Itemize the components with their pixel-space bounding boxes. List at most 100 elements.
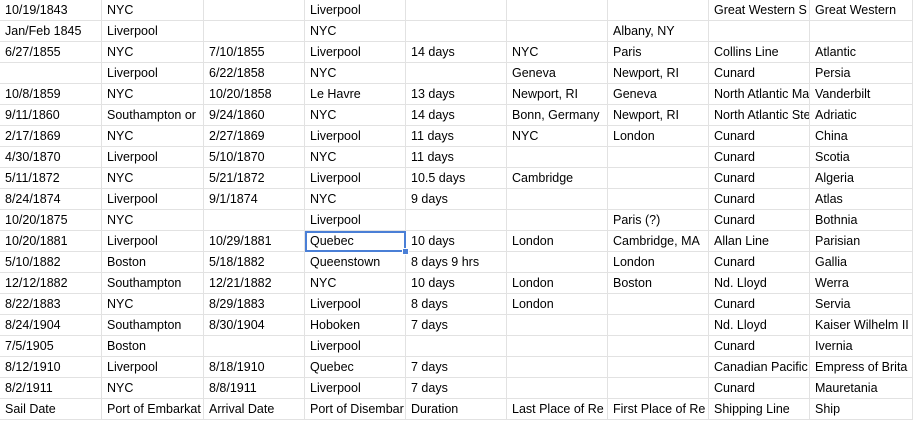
cell-r15-c6[interactable] <box>608 315 709 336</box>
cell-r13-c4[interactable]: 10 days <box>406 273 507 294</box>
cell-r19-c2[interactable]: Arrival Date <box>204 399 305 420</box>
cell-r11-c5[interactable]: London <box>507 231 608 252</box>
cell-r9-c2[interactable]: 9/1/1874 <box>204 189 305 210</box>
cell-r8-c5[interactable]: Cambridge <box>507 168 608 189</box>
cell-r14-c6[interactable] <box>608 294 709 315</box>
cell-r11-c3[interactable]: Quebec <box>305 231 409 255</box>
cell-r4-c3[interactable]: Le Havre <box>305 84 406 105</box>
cell-r14-c3[interactable]: Liverpool <box>305 294 406 315</box>
cell-r13-c8[interactable]: Werra <box>810 273 913 294</box>
cell-r1-c4[interactable] <box>406 21 507 42</box>
cell-r4-c7[interactable]: North Atlantic Ma <box>709 84 810 105</box>
cell-r13-c7[interactable]: Nd. Lloyd <box>709 273 810 294</box>
cell-r4-c2[interactable]: 10/20/1858 <box>204 84 305 105</box>
cell-r1-c5[interactable] <box>507 21 608 42</box>
cell-r2-c8[interactable]: Atlantic <box>810 42 913 63</box>
cell-r6-c8[interactable]: China <box>810 126 913 147</box>
cell-r7-c2[interactable]: 5/10/1870 <box>204 147 305 168</box>
cell-r7-c1[interactable]: Liverpool <box>102 147 204 168</box>
cell-r18-c7[interactable]: Cunard <box>709 378 810 399</box>
cell-r2-c4[interactable]: 14 days <box>406 42 507 63</box>
cell-r9-c6[interactable] <box>608 189 709 210</box>
cell-r7-c0[interactable]: 4/30/1870 <box>0 147 102 168</box>
cell-r10-c2[interactable] <box>204 210 305 231</box>
cell-r13-c3[interactable]: NYC <box>305 273 406 294</box>
cell-r18-c0[interactable]: 8/2/1911 <box>0 378 102 399</box>
cell-r13-c5[interactable]: London <box>507 273 608 294</box>
cell-r15-c3[interactable]: Hoboken <box>305 315 406 336</box>
cell-r12-c2[interactable]: 5/18/1882 <box>204 252 305 273</box>
cell-r14-c7[interactable]: Cunard <box>709 294 810 315</box>
cell-r13-c0[interactable]: 12/12/1882 <box>0 273 102 294</box>
cell-r11-c6[interactable]: Cambridge, MA <box>608 231 709 252</box>
cell-r2-c6[interactable]: Paris <box>608 42 709 63</box>
cell-r14-c0[interactable]: 8/22/1883 <box>0 294 102 315</box>
cell-r0-c0[interactable]: 10/19/1843 <box>0 0 102 21</box>
cell-r12-c6[interactable]: London <box>608 252 709 273</box>
cell-r3-c1[interactable]: Liverpool <box>102 63 204 84</box>
cell-r2-c0[interactable]: 6/27/1855 <box>0 42 102 63</box>
cell-r10-c5[interactable] <box>507 210 608 231</box>
cell-r17-c0[interactable]: 8/12/1910 <box>0 357 102 378</box>
cell-r1-c8[interactable] <box>810 21 913 42</box>
cell-r8-c3[interactable]: Liverpool <box>305 168 406 189</box>
cell-r17-c7[interactable]: Canadian Pacific <box>709 357 810 378</box>
cell-r4-c0[interactable]: 10/8/1859 <box>0 84 102 105</box>
cell-r5-c4[interactable]: 14 days <box>406 105 507 126</box>
cell-r16-c4[interactable] <box>406 336 507 357</box>
cell-r12-c7[interactable]: Cunard <box>709 252 810 273</box>
cell-r6-c6[interactable]: London <box>608 126 709 147</box>
cell-r3-c8[interactable]: Persia <box>810 63 913 84</box>
cell-r16-c8[interactable]: Ivernia <box>810 336 913 357</box>
cell-r11-c4[interactable]: 10 days <box>406 231 507 252</box>
cell-r16-c6[interactable] <box>608 336 709 357</box>
cell-r18-c1[interactable]: NYC <box>102 378 204 399</box>
cell-r0-c4[interactable] <box>406 0 507 21</box>
cell-r11-c0[interactable]: 10/20/1881 <box>0 231 102 252</box>
cell-r8-c4[interactable]: 10.5 days <box>406 168 507 189</box>
cell-r17-c4[interactable]: 7 days <box>406 357 507 378</box>
cell-r16-c2[interactable] <box>204 336 305 357</box>
cell-r17-c3[interactable]: Quebec <box>305 357 406 378</box>
cell-r3-c5[interactable]: Geneva <box>507 63 608 84</box>
cell-r2-c7[interactable]: Collins Line <box>709 42 810 63</box>
cell-r15-c7[interactable]: Nd. Lloyd <box>709 315 810 336</box>
cell-r5-c5[interactable]: Bonn, Germany <box>507 105 608 126</box>
cell-r11-c7[interactable]: Allan Line <box>709 231 810 252</box>
cell-r3-c0[interactable] <box>0 63 102 84</box>
cell-r17-c8[interactable]: Empress of Brita <box>810 357 913 378</box>
cell-r18-c8[interactable]: Mauretania <box>810 378 913 399</box>
cell-r2-c5[interactable]: NYC <box>507 42 608 63</box>
cell-r4-c1[interactable]: NYC <box>102 84 204 105</box>
cell-r19-c4[interactable]: Duration <box>406 399 507 420</box>
cell-r14-c8[interactable]: Servia <box>810 294 913 315</box>
cell-r4-c5[interactable]: Newport, RI <box>507 84 608 105</box>
cell-r10-c1[interactable]: NYC <box>102 210 204 231</box>
cell-r18-c4[interactable]: 7 days <box>406 378 507 399</box>
cell-r1-c7[interactable] <box>709 21 810 42</box>
cell-r13-c6[interactable]: Boston <box>608 273 709 294</box>
cell-r11-c8[interactable]: Parisian <box>810 231 913 252</box>
cell-r0-c6[interactable] <box>608 0 709 21</box>
cell-r5-c7[interactable]: North Atlantic Ste <box>709 105 810 126</box>
cell-r7-c6[interactable] <box>608 147 709 168</box>
cell-r19-c6[interactable]: First Place of Re <box>608 399 709 420</box>
cell-r16-c7[interactable]: Cunard <box>709 336 810 357</box>
cell-r18-c6[interactable] <box>608 378 709 399</box>
cell-r19-c0[interactable]: Sail Date <box>0 399 102 420</box>
cell-r15-c5[interactable] <box>507 315 608 336</box>
cell-r3-c2[interactable]: 6/22/1858 <box>204 63 305 84</box>
cell-r3-c3[interactable]: NYC <box>305 63 406 84</box>
cell-r18-c2[interactable]: 8/8/1911 <box>204 378 305 399</box>
cell-r10-c4[interactable] <box>406 210 507 231</box>
cell-r8-c0[interactable]: 5/11/1872 <box>0 168 102 189</box>
cell-r19-c3[interactable]: Port of Disembar <box>305 399 406 420</box>
cell-r6-c1[interactable]: NYC <box>102 126 204 147</box>
cell-r2-c2[interactable]: 7/10/1855 <box>204 42 305 63</box>
cell-r17-c6[interactable] <box>608 357 709 378</box>
cell-r6-c4[interactable]: 11 days <box>406 126 507 147</box>
cell-r0-c3[interactable]: Liverpool <box>305 0 406 21</box>
cell-r13-c1[interactable]: Southampton <box>102 273 204 294</box>
cell-r3-c4[interactable] <box>406 63 507 84</box>
cell-r6-c3[interactable]: Liverpool <box>305 126 406 147</box>
